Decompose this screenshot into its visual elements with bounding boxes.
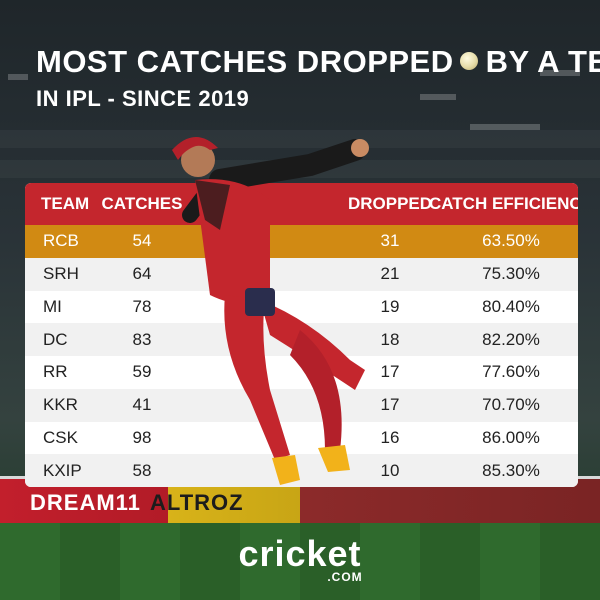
header-catches: CATCHES [101, 194, 183, 213]
page-title: MOST CATCHES DROPPED BY A TEAM [36, 44, 600, 80]
cell-dropped: 21 [380, 264, 400, 284]
table-row: KKR 41 17 70.70% [25, 388, 578, 422]
stadium-stand [0, 130, 600, 148]
cell-catches: 78 [132, 296, 152, 316]
catches-table: TEAM CATCHES DROPPED CATCH EFFICIENCY RC… [25, 183, 578, 487]
cell-team: KKR [43, 395, 78, 415]
cell-catches: 58 [132, 460, 152, 480]
cell-catches: 83 [132, 329, 152, 349]
cell-catch-efficiency: 63.50% [482, 231, 540, 251]
cell-dropped: 19 [380, 296, 400, 316]
cell-dropped: 16 [380, 427, 400, 447]
cell-team: RCB [43, 231, 79, 251]
cell-team: KXIP [43, 460, 82, 480]
cell-dropped: 31 [380, 231, 400, 251]
cell-team: CSK [43, 427, 78, 447]
header-team: TEAM [41, 194, 90, 213]
cell-team: MI [43, 296, 62, 316]
stadium-light [540, 70, 580, 76]
stadium-light [8, 74, 28, 80]
table-row: RCB 54 31 63.50% [25, 225, 578, 258]
stadium-light [470, 124, 540, 130]
logo-sub-text: .COM [327, 570, 363, 584]
cell-catch-efficiency: 75.30% [482, 264, 540, 284]
title-part-2: BY A TEAM [485, 44, 600, 79]
player-figure [172, 136, 369, 485]
title-part-1: MOST CATCHES DROPPED [36, 44, 454, 79]
cricket-com-logo: cricket .COM [0, 533, 600, 585]
cell-catch-efficiency: 77.60% [482, 362, 540, 382]
stadium-light [420, 94, 456, 100]
logo-main-text: cricket [238, 533, 362, 574]
cell-catches: 64 [132, 264, 152, 284]
cell-catch-efficiency: 80.40% [482, 296, 540, 316]
page-subtitle: IN IPL - SINCE 2019 [36, 86, 250, 111]
header-catch-efficiency: CATCH EFFICIENCY [429, 194, 578, 213]
table-row: SRH 64 21 75.30% [25, 257, 578, 291]
cell-catch-efficiency: 82.20% [482, 329, 540, 349]
cell-dropped: 10 [380, 460, 400, 480]
cell-team: RR [43, 362, 68, 382]
cell-dropped: 18 [380, 329, 400, 349]
cell-dropped: 17 [380, 362, 400, 382]
cell-catches: 41 [132, 395, 152, 415]
cell-dropped: 17 [380, 395, 400, 415]
ad-dream11: DREAM11 [30, 490, 141, 515]
ad-altroz: ALTROZ [150, 490, 244, 515]
cricket-ball-icon [459, 51, 478, 70]
table-row: MI 78 19 80.40% [25, 290, 578, 324]
cell-catches: 98 [132, 427, 152, 447]
cell-catch-efficiency: 70.70% [482, 395, 540, 415]
table-row: KXIP 58 10 85.30% [25, 454, 578, 487]
table-header: TEAM CATCHES DROPPED CATCH EFFICIENCY [25, 183, 578, 225]
cell-catch-efficiency: 85.30% [482, 460, 540, 480]
cell-team: DC [43, 329, 68, 349]
cell-catches: 59 [132, 362, 152, 382]
cell-team: SRH [43, 264, 79, 284]
header-dropped: DROPPED [347, 194, 433, 213]
cell-catches: 54 [132, 231, 152, 251]
cell-catch-efficiency: 86.00% [482, 427, 540, 447]
outfield-grass [0, 523, 600, 600]
table-row: CSK 98 16 86.00% [25, 421, 578, 455]
